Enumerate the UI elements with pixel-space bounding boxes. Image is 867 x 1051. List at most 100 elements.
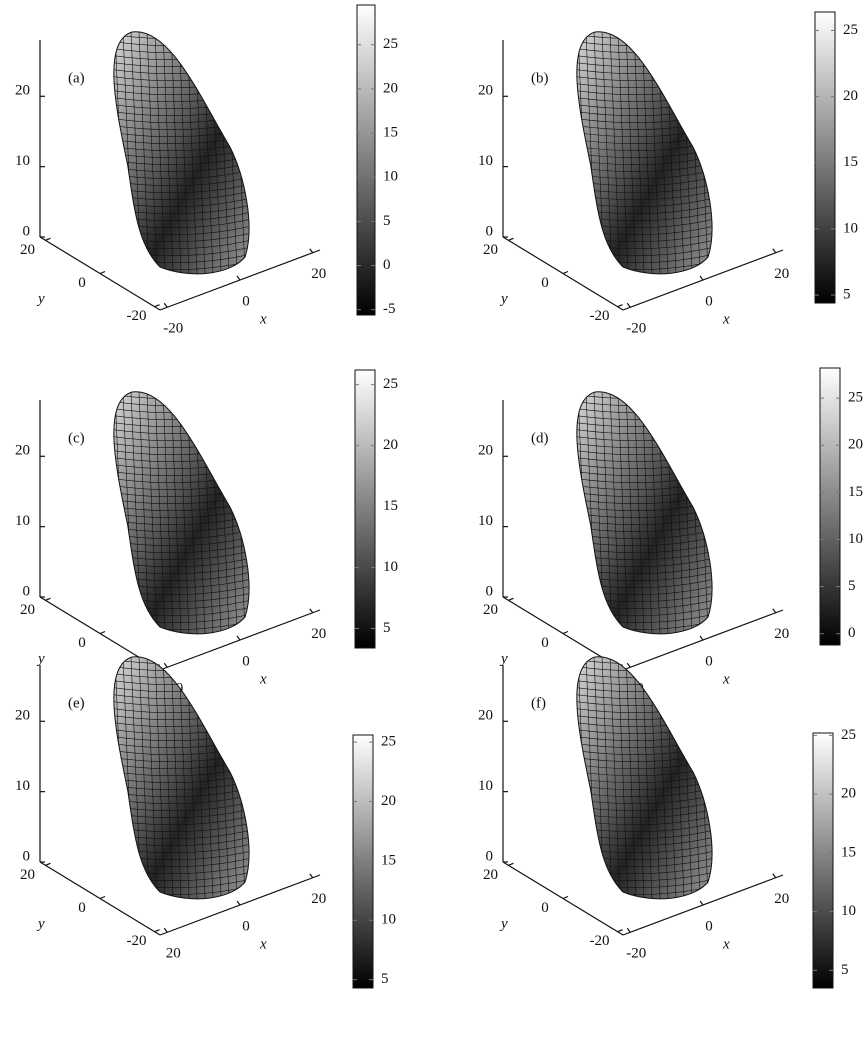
panel-label: (a) (68, 70, 85, 86)
colorbar-tick-label: 10 (383, 559, 398, 575)
panel: 01020200-20-20020yx(b)510152025 (478, 7, 858, 337)
colorbar-tick-label: 5 (383, 620, 391, 636)
z-tick-label: 10 (15, 153, 30, 169)
y-tick-label: 0 (78, 275, 86, 291)
mesh-line (729, 367, 741, 657)
x-axis-label: x (259, 311, 267, 327)
mesh-line (250, 7, 262, 297)
x-tick (164, 303, 167, 307)
colorbar (353, 735, 373, 988)
x-tick-label: 0 (705, 653, 713, 669)
x-tick-label: -20 (163, 321, 183, 337)
y-axis-label: y (36, 651, 45, 667)
colorbar (357, 5, 375, 315)
colorbar-tick-label: 20 (383, 437, 398, 453)
y-tick-label: 0 (78, 635, 86, 651)
y-axis-label: y (499, 651, 508, 667)
mesh-line (553, 7, 565, 297)
y-tick (45, 863, 50, 865)
colorbar-tick-label: 5 (383, 213, 391, 229)
x-tick-label: 0 (705, 293, 713, 309)
y-tick (508, 238, 513, 240)
mesh-line (274, 7, 286, 297)
z-tick-label: 10 (478, 778, 493, 794)
z-tick-label: 20 (15, 83, 30, 99)
x-tick-label: 20 (774, 626, 789, 642)
colorbar-tick-label: 0 (848, 625, 856, 641)
mesh-line (90, 11, 270, 25)
z-tick-label: 20 (478, 443, 493, 459)
mesh-line (90, 25, 270, 39)
mesh-line (90, 378, 270, 392)
x-tick (310, 874, 313, 878)
z-tick-label: 10 (478, 153, 493, 169)
y-tick (618, 305, 623, 307)
colorbar-tick-label: 5 (843, 287, 851, 303)
mesh-line (561, 7, 573, 297)
x-tick-label: -20 (626, 946, 646, 962)
y-tick (563, 632, 568, 634)
mesh-line (553, 11, 733, 25)
mesh-line (713, 367, 725, 657)
colorbar-tick-label: 15 (848, 484, 863, 500)
mesh-line (553, 367, 565, 657)
z-tick-label: 10 (15, 513, 30, 529)
x-tick (773, 249, 776, 253)
y-tick (563, 272, 568, 274)
colorbar-tick-label: 10 (848, 531, 863, 547)
z-tick-label: 0 (486, 848, 494, 864)
y-tick-label: 20 (20, 867, 35, 883)
y-tick (100, 272, 105, 274)
x-tick-label: 20 (166, 946, 181, 962)
x-tick-label: 20 (311, 891, 326, 907)
colorbar-tick-label: 10 (841, 903, 856, 919)
x-tick (310, 249, 313, 253)
y-tick (100, 897, 105, 899)
y-tick (155, 930, 160, 932)
mesh-line (721, 7, 733, 297)
x-tick (627, 303, 630, 307)
x-tick (310, 609, 313, 613)
x-tick-label: 0 (242, 293, 250, 309)
colorbar-tick-label: 25 (383, 376, 398, 392)
colorbar-tick-label: 5 (848, 578, 856, 594)
colorbar-tick-label: 5 (381, 971, 389, 987)
mesh-line (90, 7, 102, 297)
x-tick (164, 663, 167, 667)
y-tick (508, 598, 513, 600)
colorbar-tick-label: 25 (843, 22, 858, 38)
colorbar-tick-label: 25 (841, 727, 856, 743)
x-tick (773, 874, 776, 878)
x-tick-label: 0 (242, 653, 250, 669)
mesh-line (553, 392, 733, 406)
panel-label: (d) (531, 430, 549, 446)
mesh-line (90, 385, 270, 399)
y-tick-label: 0 (541, 900, 549, 916)
y-tick-label: 20 (20, 602, 35, 618)
mesh-line (258, 7, 270, 297)
mesh-line (561, 367, 573, 657)
mesh-line (90, 32, 270, 46)
y-tick-label: -20 (127, 308, 147, 324)
x-tick-label: 20 (311, 626, 326, 642)
mesh-line (729, 632, 741, 922)
y-axis-label: y (36, 916, 45, 932)
colorbar (355, 370, 375, 648)
z-tick-label: 20 (478, 708, 493, 724)
z-tick-label: 20 (15, 708, 30, 724)
mesh-line (98, 632, 110, 922)
colorbar-tick-label: 15 (383, 498, 398, 514)
mesh-line (274, 632, 286, 922)
colorbar-tick-label: 20 (848, 437, 863, 453)
colorbar-tick-label: 20 (383, 80, 398, 96)
mesh-line (553, 378, 733, 392)
colorbar-tick-label: 15 (841, 844, 856, 860)
mesh-line (98, 367, 110, 657)
mesh-line (553, 18, 733, 32)
colorbar-tick-label: 10 (843, 220, 858, 236)
x-axis-label: x (259, 936, 267, 952)
mesh-line (258, 367, 270, 657)
x-axis-label: x (259, 671, 267, 687)
x-tick (773, 609, 776, 613)
